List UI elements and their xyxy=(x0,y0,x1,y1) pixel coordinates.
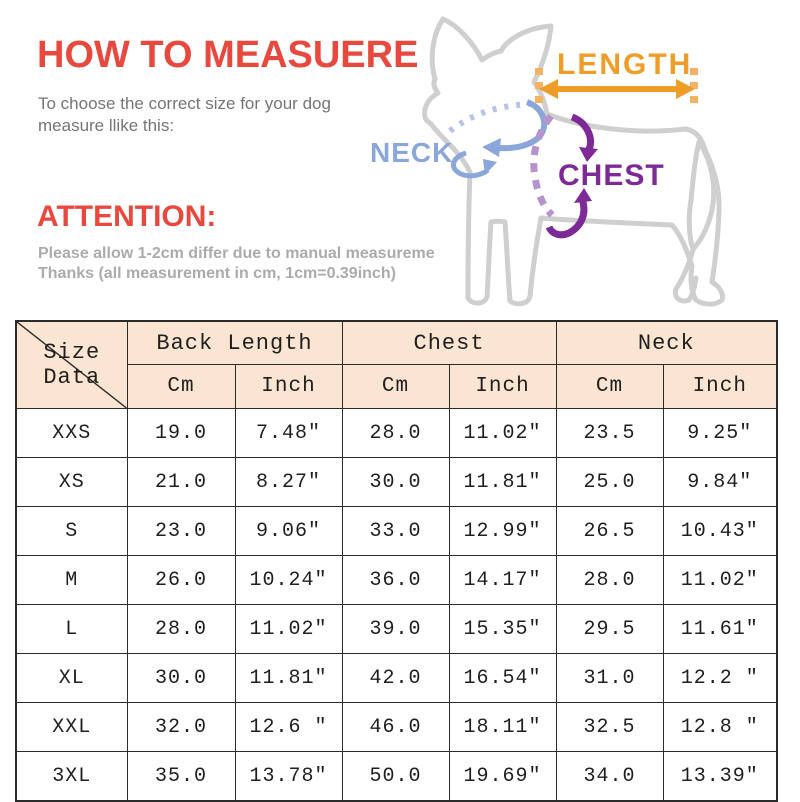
diagonal-line xyxy=(17,322,126,408)
size-label-cell: L xyxy=(15,604,128,654)
table-cell: 12.99″ xyxy=(448,506,557,556)
table-cell: 11.02″ xyxy=(234,604,343,654)
table-cell: 35.0 xyxy=(126,751,236,802)
subheader-cell: Inch xyxy=(662,364,778,409)
table-cell: 11.02″ xyxy=(662,555,778,605)
table-cell: 11.02″ xyxy=(448,408,557,458)
table-cell: 30.0 xyxy=(341,457,450,507)
dog-outline-icon xyxy=(422,16,725,307)
table-cell: 42.0 xyxy=(341,653,450,703)
corner-header-label: Size Data xyxy=(43,340,101,390)
attention-heading: ATTENTION: xyxy=(37,200,217,233)
size-label-cell: XL xyxy=(15,653,128,703)
table-cell: 30.0 xyxy=(126,653,236,703)
table-row: S 23.0 9.06″ 33.0 12.99″ 26.5 10.43″ xyxy=(15,506,778,556)
table-cell: 26.5 xyxy=(555,506,664,556)
subheader-cell: Inch xyxy=(448,364,557,409)
table-cell: 25.0 xyxy=(555,457,664,507)
table-row: XXL 32.0 12.6 ″ 46.0 18.11″ 32.5 12.8 ″ xyxy=(15,702,778,752)
subheader-cell: Inch xyxy=(234,364,343,409)
table-cell: 12.8 ″ xyxy=(662,702,778,752)
table-cell: 36.0 xyxy=(341,555,450,605)
corner-header-cell: Size Data xyxy=(15,320,128,409)
table-cell: 13.39″ xyxy=(662,751,778,802)
table-cell: 33.0 xyxy=(341,506,450,556)
table-cell: 12.6 ″ xyxy=(234,702,343,752)
table-cell: 18.11″ xyxy=(448,702,557,752)
table-cell: 19.0 xyxy=(126,408,236,458)
attention-note: Please allow 1-2cm differ due to manual … xyxy=(38,244,435,284)
table-cell: 9.06″ xyxy=(234,506,343,556)
length-arrow-icon xyxy=(535,68,698,110)
table-cell: 23.0 xyxy=(126,506,236,556)
chest-label: CHEST xyxy=(558,159,665,192)
size-label-cell: M xyxy=(15,555,128,605)
table-cell: 7.48″ xyxy=(234,408,343,458)
subheader-cell: Cm xyxy=(126,364,236,409)
subtitle-text: To choose the correct size for your dog … xyxy=(38,94,331,135)
table-cell: 10.24″ xyxy=(234,555,343,605)
table-cell: 8.27″ xyxy=(234,457,343,507)
table-row: XL 30.0 11.81″ 42.0 16.54″ 31.0 12.2 ″ xyxy=(15,653,778,703)
table-cell: 32.5 xyxy=(555,702,664,752)
table-cell: 11.81″ xyxy=(448,457,557,507)
group-header-chest: Chest xyxy=(341,320,557,365)
subheader-cell: Cm xyxy=(555,364,664,409)
table-row: M 26.0 10.24″ 36.0 14.17″ 28.0 11.02″ xyxy=(15,555,778,605)
size-label-cell: XS xyxy=(15,457,128,507)
table-row: XXS 19.0 7.48″ 28.0 11.02″ 23.5 9.25″ xyxy=(15,408,778,458)
table-row: 3XL 35.0 13.78″ 50.0 19.69″ 34.0 13.39″ xyxy=(15,751,778,802)
size-label-cell: S xyxy=(15,506,128,556)
table-cell: 28.0 xyxy=(126,604,236,654)
chest-arrow-icon xyxy=(530,113,598,239)
page-title: HOW TO MEASUERE xyxy=(37,34,419,76)
size-label-cell: 3XL xyxy=(15,751,128,802)
table-cell: 26.0 xyxy=(126,555,236,605)
table-cell: 29.5 xyxy=(555,604,664,654)
size-label-cell: XXS xyxy=(15,408,128,458)
table-cell: 23.5 xyxy=(555,408,664,458)
table-cell: 28.0 xyxy=(341,408,450,458)
table-cell: 15.35″ xyxy=(448,604,557,654)
attention-note-line2: Thanks (all measurement in cm, 1cm=0.39i… xyxy=(38,265,396,282)
table-cell: 9.25″ xyxy=(662,408,778,458)
table-cell: 9.84″ xyxy=(662,457,778,507)
table-row: L 28.0 11.02″ 39.0 15.35″ 29.5 11.61″ xyxy=(15,604,778,654)
table-cell: 46.0 xyxy=(341,702,450,752)
table-cell: 39.0 xyxy=(341,604,450,654)
subheader-cell: Cm xyxy=(341,364,450,409)
table-cell: 14.17″ xyxy=(448,555,557,605)
table-cell: 21.0 xyxy=(126,457,236,507)
table-cell: 10.43″ xyxy=(662,506,778,556)
table-cell: 19.69″ xyxy=(448,751,557,802)
dog-diagram xyxy=(422,16,725,307)
attention-note-line1: Please allow 1-2cm differ due to manual … xyxy=(38,245,435,262)
table-cell: 32.0 xyxy=(126,702,236,752)
neck-label: NECK xyxy=(370,137,454,168)
table-row: XS 21.0 8.27″ 30.0 11.81″ 25.0 9.84″ xyxy=(15,457,778,507)
table-cell: 31.0 xyxy=(555,653,664,703)
table-cell: 11.81″ xyxy=(234,653,343,703)
table-cell: 50.0 xyxy=(341,751,450,802)
table-cell: 16.54″ xyxy=(448,653,557,703)
table-cell: 13.78″ xyxy=(234,751,343,802)
table-cell: 28.0 xyxy=(555,555,664,605)
size-label-cell: XXL xyxy=(15,702,128,752)
group-header-back-length: Back Length xyxy=(126,320,343,365)
group-header-neck: Neck xyxy=(555,320,778,365)
table-cell: 11.61″ xyxy=(662,604,778,654)
table-cell: 34.0 xyxy=(555,751,664,802)
table-cell: 12.2 ″ xyxy=(662,653,778,703)
length-label: LENGTH xyxy=(557,48,693,81)
size-chart-table: Size Data Back Length Chest Neck Cm Inch… xyxy=(15,320,779,802)
